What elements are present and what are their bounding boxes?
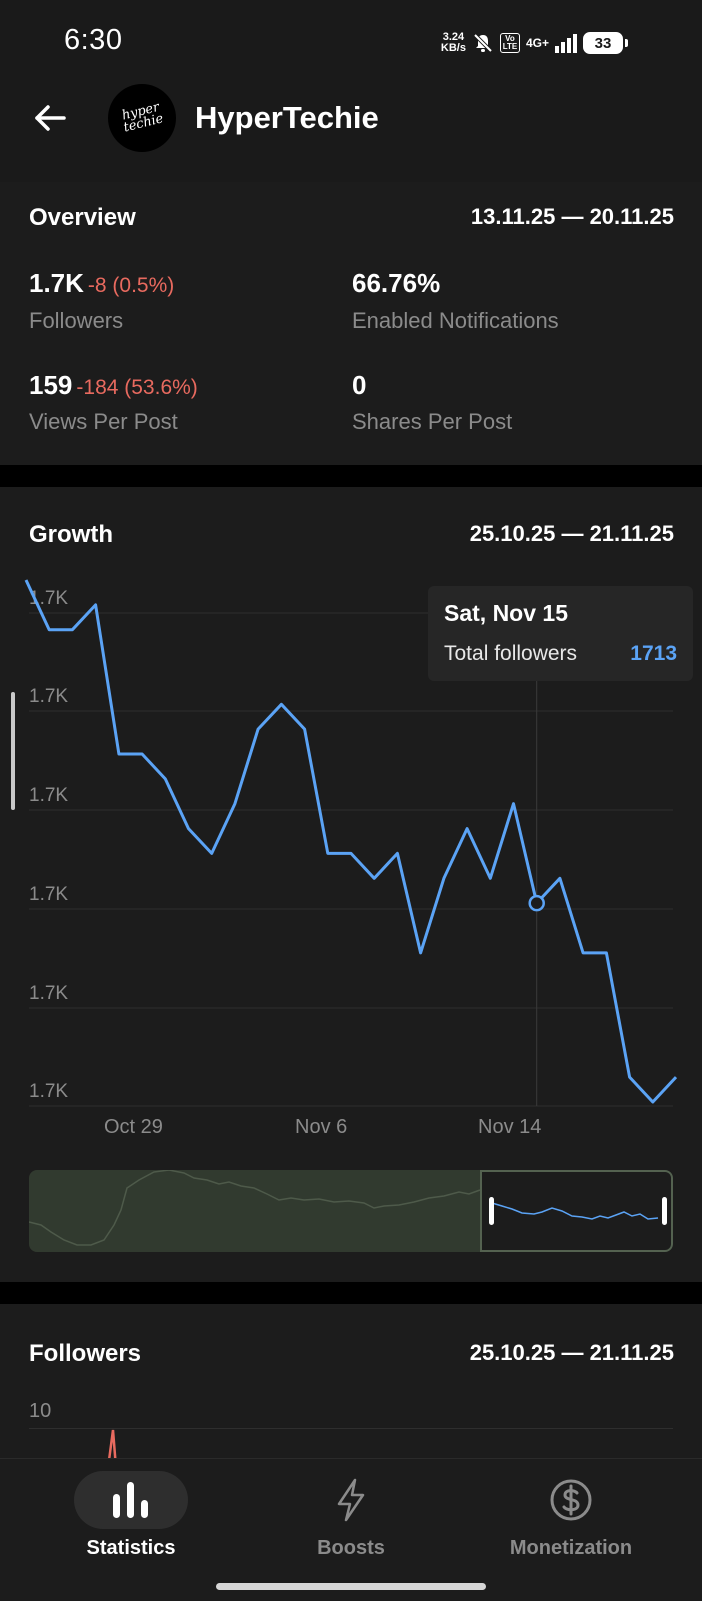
y-tick-label: 1.7K — [29, 686, 68, 707]
nav-boosts[interactable]: Boosts — [251, 1471, 451, 1560]
y-tick-label: 1.7K — [29, 588, 68, 609]
chart-tooltip: Sat, Nov 15 Total followers 1713 — [428, 586, 693, 681]
y-tick-label: 1.7K — [29, 884, 68, 905]
navigator-right-handle[interactable] — [662, 1197, 667, 1225]
y-tick-label: 1.7K — [29, 785, 68, 806]
followers-stat-value: 1.7K -8 (0.5%) — [29, 268, 174, 299]
series-line-total-followers — [24, 579, 678, 1104]
x-tick-label: Nov 6 — [295, 1116, 348, 1138]
arrow-left-icon — [35, 105, 66, 131]
battery-icon: 33 — [583, 32, 623, 54]
nav-boosts-label: Boosts — [317, 1537, 385, 1559]
growth-chart[interactable]: 1.7K 1.7K 1.7K 1.7K 1.7K 1.7K — [0, 568, 702, 1108]
network-speed-value: 3.24 — [442, 31, 465, 43]
notifications-stat-label: Enabled Notifications — [352, 308, 559, 333]
battery-nub — [625, 39, 628, 47]
nav-statistics[interactable]: Statistics — [31, 1471, 231, 1560]
followers-stat-label: Followers — [29, 308, 124, 333]
x-tick-label: Nov 14 — [478, 1116, 542, 1138]
overview-date-range[interactable]: 13.11.25 — 20.11.25 — [470, 204, 674, 229]
navigator-selected-line — [491, 1202, 659, 1220]
views-stat-value: 159 -184 (53.6%) — [29, 370, 198, 401]
views-value: 159 — [29, 370, 73, 400]
nav-boosts-pill — [294, 1471, 408, 1529]
y-tick-label: 1.7K — [29, 1081, 68, 1102]
network-speed: 3.24 KB/s — [441, 32, 466, 54]
bar-chart-icon — [113, 1482, 148, 1518]
nav-statistics-pill — [74, 1471, 188, 1529]
shares-stat-label: Shares Per Post — [352, 409, 513, 434]
growth-title: Growth — [29, 521, 113, 548]
lightning-icon — [337, 1478, 365, 1522]
volte-icon: Vo LTE — [499, 33, 520, 53]
navigator-selected-window[interactable] — [480, 1170, 673, 1252]
tooltip-date: Sat, Nov 15 — [444, 600, 568, 626]
followers-spike-mark — [106, 1429, 118, 1468]
channel-name: HyperTechie — [195, 100, 379, 135]
avatar-logo: hyper techie — [119, 100, 165, 136]
network-type: 4G+ — [525, 36, 549, 50]
x-tick-label: Oct 29 — [104, 1116, 163, 1138]
followers-gridline — [29, 1428, 673, 1429]
views-delta: -184 (53.6%) — [76, 376, 198, 399]
muted-bell-icon — [473, 33, 493, 53]
signal-icon — [555, 34, 577, 53]
notifications-stat-value: 66.76% — [352, 268, 440, 299]
network-speed-unit: KB/s — [440, 42, 466, 54]
status-time: 6:30 — [64, 24, 123, 56]
scroll-indicator[interactable] — [11, 692, 15, 810]
nav-monetization-pill — [514, 1471, 628, 1529]
followers-delta: -8 (0.5%) — [87, 274, 175, 297]
battery-level: 33 — [594, 34, 612, 52]
section-divider — [0, 1282, 702, 1304]
followers-card: Followers 25.10.25 — 21.11.25 10 — [0, 1304, 702, 1468]
nav-monetization[interactable]: Monetization — [471, 1471, 671, 1560]
status-icons: 3.24 KB/s Vo LTE 4G+ 33 — [441, 30, 628, 56]
section-divider — [0, 465, 702, 487]
followers-y-tick: 10 — [29, 1400, 52, 1422]
followers-title: Followers — [29, 1340, 142, 1367]
shares-stat-value: 0 — [352, 370, 366, 401]
nav-monetization-label: Monetization — [509, 1537, 633, 1559]
bottom-navigation: Statistics Boosts Monetization — [0, 1458, 702, 1601]
overview-title: Overview — [29, 204, 136, 231]
navigator-left-handle[interactable] — [489, 1197, 494, 1225]
tooltip-label: Total followers — [444, 642, 578, 665]
home-indicator[interactable] — [216, 1583, 486, 1590]
growth-date-range[interactable]: 25.10.25 — 21.11.25 — [469, 521, 674, 546]
back-button[interactable] — [28, 96, 72, 140]
dollar-circle-icon — [550, 1479, 592, 1521]
notifications-value: 66.76% — [352, 268, 441, 298]
y-tick-label: 1.7K — [29, 983, 68, 1004]
nav-statistics-label: Statistics — [86, 1537, 176, 1559]
followers-value: 1.7K — [29, 268, 84, 298]
views-stat-label: Views Per Post — [29, 409, 178, 434]
highlighted-data-point — [528, 894, 545, 912]
tooltip-value: 1713 — [630, 642, 677, 665]
navigator-overview-line — [29, 1170, 481, 1246]
channel-avatar[interactable]: hyper techie — [108, 84, 176, 152]
followers-date-range[interactable]: 25.10.25 — 21.11.25 — [469, 1340, 674, 1365]
chart-range-navigator[interactable] — [29, 1170, 673, 1252]
overview-card: Overview 13.11.25 — 20.11.25 1.7K -8 (0.5… — [0, 182, 702, 465]
shares-value: 0 — [352, 370, 367, 400]
